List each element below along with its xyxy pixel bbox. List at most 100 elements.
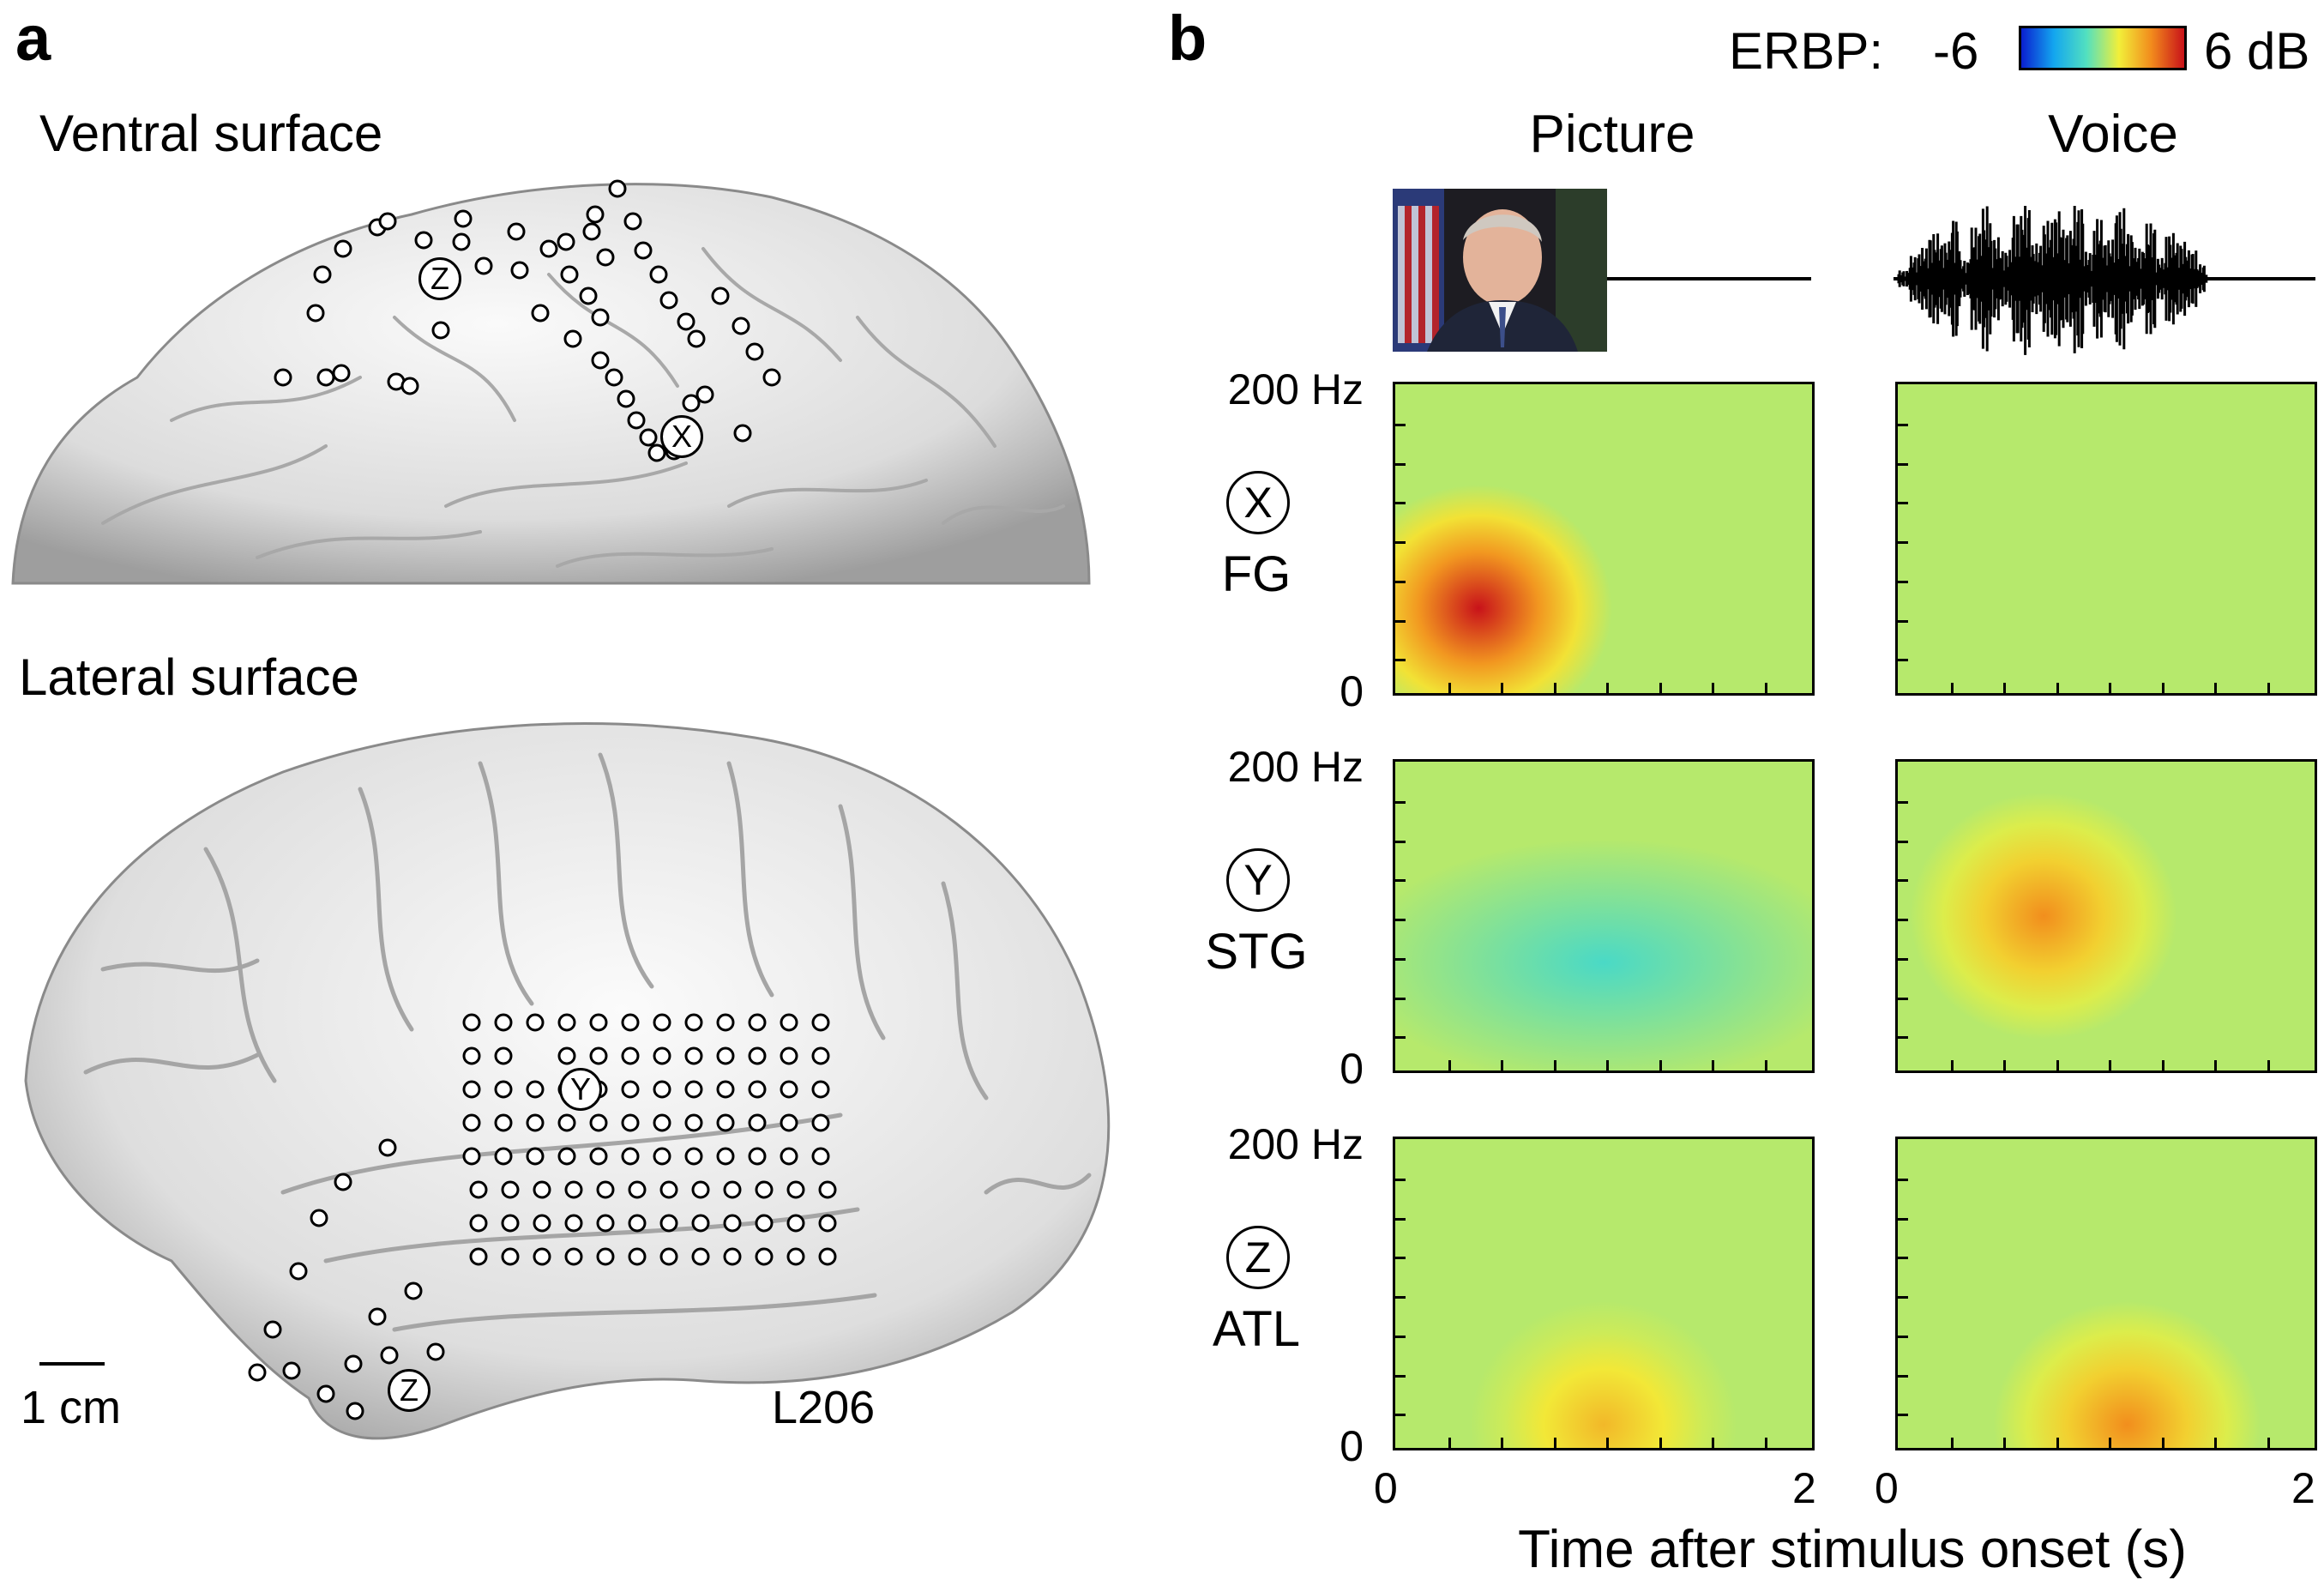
spectrogram-stg-picture: [1393, 759, 1815, 1073]
lateral-grid-electrode: [748, 1046, 767, 1065]
ventral-electrode: [634, 241, 653, 260]
lateral-strip-electrode: [426, 1342, 445, 1361]
lateral-grid-electrode: [780, 1013, 798, 1032]
lateral-grid-electrode: [557, 1147, 576, 1166]
lateral-grid-electrode: [811, 1147, 830, 1166]
lateral-grid-electrode: [557, 1113, 576, 1132]
lateral-grid-electrode: [780, 1046, 798, 1065]
lateral-grid-electrode: [811, 1113, 830, 1132]
lateral-grid-electrode: [462, 1013, 481, 1032]
lateral-grid-electrode: [589, 1147, 608, 1166]
scale-bar: [39, 1362, 105, 1366]
lateral-grid-electrode: [494, 1147, 513, 1166]
lateral-strip-electrode: [378, 1138, 397, 1157]
ventral-electrode: [474, 256, 493, 275]
lateral-grid-electrode: [716, 1013, 735, 1032]
ventral-electrode: [306, 304, 325, 323]
lateral-strip-electrode: [334, 1173, 352, 1191]
lateral-strip-electrode: [316, 1384, 335, 1403]
lateral-grid-electrode: [684, 1080, 703, 1099]
lateral-grid-electrode: [811, 1046, 830, 1065]
lateral-grid-electrode: [628, 1247, 647, 1266]
lateral-grid-electrode: [653, 1013, 671, 1032]
spectrogram-fg-voice: [1895, 382, 2317, 696]
ventral-electrode: [579, 286, 598, 305]
lateral-grid-electrode: [596, 1214, 615, 1233]
ventral-electrode: [560, 265, 579, 284]
lateral-grid-electrode: [589, 1013, 608, 1032]
y-tick-bottom-stg: 0: [1340, 1045, 1364, 1093]
ventral-electrode: [539, 239, 558, 258]
lateral-grid-electrode: [684, 1013, 703, 1032]
lateral-grid-electrode: [596, 1180, 615, 1199]
lateral-grid-electrode: [716, 1046, 735, 1065]
lateral-grid-electrode: [526, 1013, 545, 1032]
lateral-grid-electrode: [748, 1013, 767, 1032]
lateral-surface-title: Lateral surface: [19, 648, 359, 706]
ventral-electrode: [454, 209, 473, 228]
spectrogram-atl-voice: [1895, 1137, 2317, 1450]
lateral-grid-electrode: [659, 1247, 678, 1266]
lateral-grid-electrode: [564, 1247, 583, 1266]
ventral-electrode: [682, 394, 701, 413]
ventral-electrode: [563, 329, 582, 348]
lateral-grid-electrode: [557, 1046, 576, 1065]
electrode-z-lateral-marker: Z: [388, 1369, 430, 1412]
ventral-electrode: [557, 232, 575, 251]
ventral-electrode: [334, 239, 352, 258]
lateral-strip-electrode: [263, 1320, 282, 1339]
lateral-grid-electrode: [494, 1080, 513, 1099]
lateral-grid-electrode: [589, 1046, 608, 1065]
ventral-electrode: [677, 312, 695, 331]
y-tick-bottom-atl: 0: [1340, 1422, 1364, 1470]
ventral-electrode: [591, 308, 610, 327]
lateral-grid-electrode: [653, 1046, 671, 1065]
lateral-grid-electrode: [780, 1080, 798, 1099]
ventral-surface-title: Ventral surface: [39, 105, 383, 162]
lateral-grid-electrode: [621, 1147, 640, 1166]
region-label-fg: FG: [1221, 546, 1291, 602]
lateral-strip-electrode: [344, 1354, 363, 1373]
lateral-grid-electrode: [596, 1247, 615, 1266]
lateral-grid-electrode: [659, 1180, 678, 1199]
lateral-grid-electrode: [811, 1080, 830, 1099]
lateral-grid-electrode: [462, 1046, 481, 1065]
lateral-grid-electrode: [621, 1013, 640, 1032]
lateral-grid-electrode: [533, 1247, 551, 1266]
ventral-electrode: [745, 342, 764, 361]
ventral-electrode: [608, 179, 627, 198]
picture-stimulus-timeline: [1607, 277, 1811, 280]
ventral-electrode: [647, 443, 666, 462]
lateral-grid-electrode: [494, 1046, 513, 1065]
lateral-grid-electrode: [621, 1046, 640, 1065]
lateral-strip-electrode: [380, 1346, 399, 1365]
lateral-grid-electrode: [691, 1247, 710, 1266]
lateral-grid-electrode: [780, 1147, 798, 1166]
lateral-grid-electrode: [628, 1214, 647, 1233]
lateral-grid-electrode: [691, 1180, 710, 1199]
x-tick-2-voice: 2: [2291, 1464, 2315, 1512]
lateral-strip-electrode: [289, 1262, 308, 1281]
stimulus-voice-waveform: [1894, 206, 2315, 355]
ventral-electrode: [400, 377, 419, 395]
ventral-electrode: [414, 231, 433, 250]
ventral-electrode: [733, 424, 752, 443]
ventral-brain-image: [11, 183, 1091, 585]
lateral-grid-electrode: [494, 1013, 513, 1032]
lateral-grid-electrode: [533, 1180, 551, 1199]
lateral-grid-electrode: [462, 1113, 481, 1132]
lateral-grid-electrode: [786, 1180, 805, 1199]
x-axis-label: Time after stimulus onset (s): [1518, 1520, 2187, 1579]
x-tick-0-picture: 0: [1374, 1464, 1398, 1512]
lateral-grid-electrode: [501, 1247, 520, 1266]
lateral-grid-electrode: [494, 1113, 513, 1132]
lateral-electrode-grid: [248, 1013, 837, 1420]
y-tick-top-stg: 200 Hz: [1227, 743, 1364, 791]
lateral-grid-electrode: [659, 1214, 678, 1233]
ventral-electrode: [711, 286, 730, 305]
ventral-electrode: [649, 265, 668, 284]
ventral-electrode: [596, 248, 615, 267]
colorbar-max-label: 6 dB: [2204, 22, 2310, 80]
electrode-z-ventral-marker: Z: [418, 257, 461, 300]
ventral-electrode: [639, 428, 658, 447]
